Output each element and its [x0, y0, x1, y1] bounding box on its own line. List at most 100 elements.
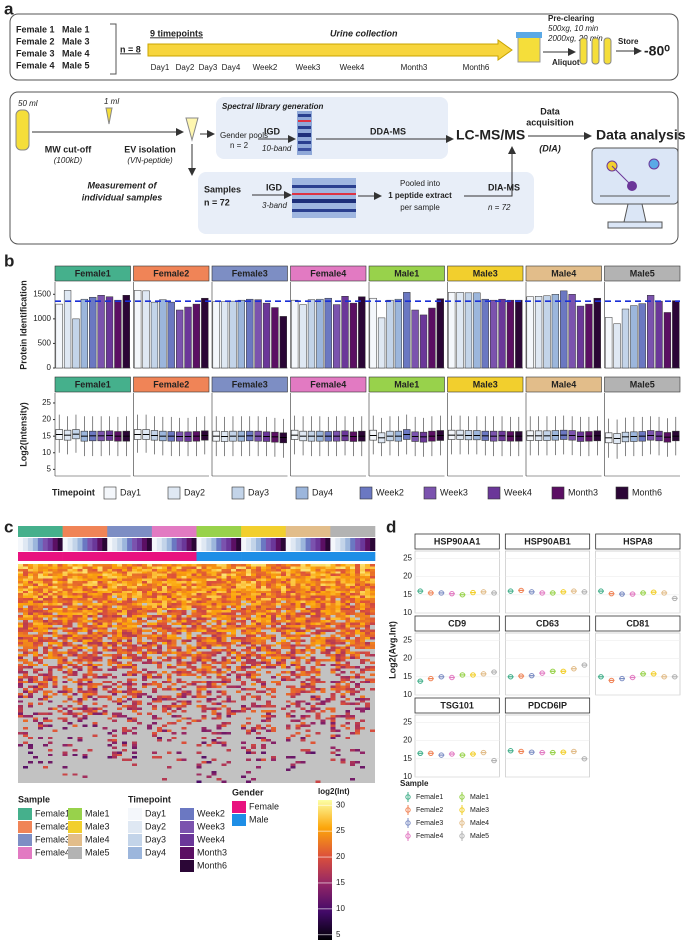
heatmap-cell: [102, 632, 107, 635]
heatmap-cell: [102, 579, 107, 582]
timepoint-strip: [152, 538, 157, 551]
heatmap-cell: [63, 586, 68, 589]
heatmap-cell: [266, 674, 271, 677]
heatmap-cell: [236, 686, 241, 689]
heatmap-cell: [177, 674, 182, 677]
heatmap-cell: [251, 581, 256, 584]
heatmap-cell: [167, 579, 172, 582]
heatmap-cell: [221, 566, 226, 569]
heatmap-cell: [266, 635, 271, 638]
heatmap-cell: [192, 569, 197, 572]
heatmap-cell: [201, 661, 206, 664]
heatmap-cell: [127, 705, 132, 708]
heatmap-cell: [157, 654, 162, 657]
heatmap-cell: [102, 635, 107, 638]
heatmap-cell: [251, 644, 256, 647]
heatmap-cell: [38, 613, 43, 616]
heatmap-cell: [286, 630, 291, 633]
heatmap-cell: [256, 642, 261, 645]
heatmap-cell: [172, 603, 177, 606]
heatmap-cell: [261, 656, 266, 659]
heatmap-cell: [33, 625, 38, 628]
heatmap-cell: [68, 664, 73, 667]
heatmap-cell: [43, 652, 48, 655]
heatmap-cell: [162, 576, 167, 579]
heatmap-cell: [320, 610, 325, 613]
heatmap-cell: [271, 605, 276, 608]
heatmap-cell: [335, 708, 340, 711]
heatmap-cell: [266, 693, 271, 696]
heatmap-cell: [276, 642, 281, 645]
heatmap-cell: [241, 652, 246, 655]
heatmap-cell: [231, 610, 236, 613]
heatmap-cell: [197, 615, 202, 618]
heatmap-cell: [58, 705, 63, 708]
heatmap-cell: [58, 693, 63, 696]
bar: [123, 295, 130, 368]
heatmap-cell: [276, 615, 281, 618]
heatmap-cell: [335, 637, 340, 640]
heatmap-cell: [325, 586, 330, 589]
heatmap-cell: [256, 635, 261, 638]
heatmap-cell: [38, 654, 43, 657]
heatmap-cell: [350, 642, 355, 645]
heatmap-cell: [43, 603, 48, 606]
heatmap-cell: [97, 661, 102, 664]
bar: [370, 298, 377, 368]
heatmap-cell: [266, 625, 271, 628]
heatmap-cell: [206, 703, 211, 706]
heatmap-cell: [355, 669, 360, 672]
heatmap-cell: [201, 605, 206, 608]
heatmap-cell: [97, 676, 102, 679]
heatmap-cell: [122, 603, 127, 606]
heatmap-cell: [33, 671, 38, 674]
heatmap-cell: [276, 710, 281, 713]
heatmap-cell: [167, 596, 172, 599]
heatmap-cell: [152, 649, 157, 652]
heatmap-cell: [340, 708, 345, 711]
heatmap-cell: [28, 615, 33, 618]
heatmap-cell: [320, 615, 325, 618]
heatmap-cell: [172, 581, 177, 584]
heatmap-cell: [102, 678, 107, 681]
heatmap-cell: [127, 681, 132, 684]
heatmap-cell: [281, 674, 286, 677]
heatmap-cell: [122, 681, 127, 684]
heatmap-cell: [365, 627, 370, 630]
heatmap-cell: [320, 649, 325, 652]
heatmap-cell: [122, 615, 127, 618]
heatmap-cell: [301, 574, 306, 577]
heatmap-cell: [256, 708, 261, 711]
heatmap-cell: [132, 691, 137, 694]
heatmap-cell: [147, 620, 152, 623]
heatmap-cell: [192, 659, 197, 662]
heatmap-cell: [63, 564, 68, 567]
heatmap-cell: [330, 574, 335, 577]
heatmap-cell: [330, 686, 335, 689]
heatmap-cell: [28, 564, 33, 567]
heatmap-cell: [112, 642, 117, 645]
heatmap-cell: [241, 695, 246, 698]
heatmap-cell: [306, 620, 311, 623]
heatmap-cell: [311, 710, 316, 713]
heatmap-cell: [28, 637, 33, 640]
heatmap-cell: [107, 605, 112, 608]
heatmap-cell: [43, 608, 48, 611]
heatmap-cell: [117, 669, 122, 672]
heatmap-cell: [256, 571, 261, 574]
heatmap-cell: [177, 698, 182, 701]
heatmap-cell: [340, 579, 345, 582]
heatmap-cell: [325, 637, 330, 640]
heatmap-cell: [335, 625, 340, 628]
heatmap-cell: [182, 698, 187, 701]
heatmap-cell: [340, 652, 345, 655]
heatmap-cell: [216, 703, 221, 706]
heatmap-cell: [23, 601, 28, 604]
heatmap-cell: [241, 686, 246, 689]
heatmap-cell: [137, 686, 142, 689]
heatmap-cell: [325, 608, 330, 611]
heatmap-cell: [187, 564, 192, 567]
heatmap-cell: [370, 622, 375, 625]
heatmap-cell: [87, 654, 92, 657]
heatmap-cell: [345, 700, 350, 703]
